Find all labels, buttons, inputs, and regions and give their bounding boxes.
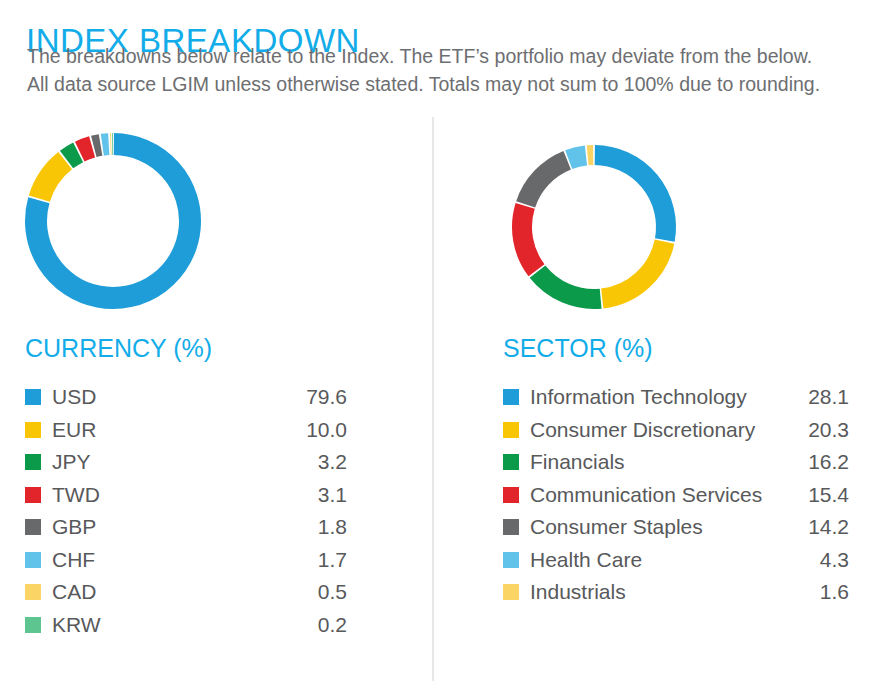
legend-row: Consumer Staples14.2 (503, 511, 849, 544)
legend-label: KRW (52, 613, 318, 637)
legend-swatch-icon (25, 617, 41, 633)
donut-segment-twd (80, 147, 92, 152)
legend-row: USD79.6 (25, 381, 347, 414)
donut-segment-financials (538, 272, 601, 299)
donut-segment-health-care (569, 155, 586, 159)
legend-row: CHF1.7 (25, 544, 347, 577)
column-divider (432, 117, 434, 681)
legend-row: Health Care4.3 (503, 544, 849, 577)
legend-row: CAD0.5 (25, 576, 347, 609)
legend-row: Consumer Discretionary20.3 (503, 414, 849, 447)
legend-row: Financials16.2 (503, 446, 849, 479)
legend-value: 16.2 (808, 450, 849, 474)
legend-swatch-icon (503, 519, 519, 535)
legend-swatch-icon (25, 389, 41, 405)
legend-swatch-icon (25, 454, 41, 470)
legend-label: Information Technology (530, 385, 808, 409)
legend-value: 4.3 (820, 548, 849, 572)
currency-donut-chart (13, 121, 213, 321)
donut-segment-information-technology (595, 155, 666, 240)
sector-donut-chart (494, 127, 694, 327)
legend-label: CAD (52, 580, 318, 604)
legend-label: GBP (52, 515, 318, 539)
legend-swatch-icon (25, 487, 41, 503)
legend-row: GBP1.8 (25, 511, 347, 544)
legend-value: 14.2 (808, 515, 849, 539)
legend-label: USD (52, 385, 306, 409)
donut-segment-gbp (94, 145, 101, 146)
donut-segment-communication-services (522, 206, 537, 270)
legend-value: 15.4 (808, 483, 849, 507)
legend-swatch-icon (25, 422, 41, 438)
legend-value: 0.2 (318, 613, 347, 637)
legend-label: Consumer Staples (530, 515, 808, 539)
legend-label: Consumer Discretionary (530, 418, 808, 442)
legend-label: Health Care (530, 548, 820, 572)
legend-label: TWD (52, 483, 318, 507)
donut-segment-jpy (67, 152, 79, 159)
legend-value: 20.3 (808, 418, 849, 442)
legend-value: 3.1 (318, 483, 347, 507)
sector-section-title: SECTOR (%) (503, 334, 653, 362)
legend-swatch-icon (503, 487, 519, 503)
legend-label: Financials (530, 450, 808, 474)
legend-label: Industrials (530, 580, 820, 604)
donut-segment-chf (102, 144, 108, 145)
legend-value: 0.5 (318, 580, 347, 604)
legend-swatch-icon (25, 584, 41, 600)
legend-label: EUR (52, 418, 306, 442)
legend-value: 3.2 (318, 450, 347, 474)
legend-row: Communication Services15.4 (503, 479, 849, 512)
legend-row: EUR10.0 (25, 414, 347, 447)
legend-value: 1.8 (318, 515, 347, 539)
subtitle-line-2: All data source LGIM unless otherwise st… (27, 71, 820, 99)
legend-swatch-icon (25, 519, 41, 535)
legend-value: 79.6 (306, 385, 347, 409)
legend-value: 1.6 (820, 580, 849, 604)
legend-row: KRW0.2 (25, 609, 347, 642)
legend-value: 1.7 (318, 548, 347, 572)
subtitle-line-1: The breakdowns below relate to the Index… (27, 43, 820, 71)
currency-section-title: CURRENCY (%) (25, 334, 212, 362)
legend-label: CHF (52, 548, 318, 572)
donut-segment-consumer-discretionary (602, 242, 664, 299)
legend-swatch-icon (25, 552, 41, 568)
legend-swatch-icon (503, 422, 519, 438)
sector-legend: Information Technology28.1Consumer Discr… (503, 381, 849, 609)
legend-row: Information Technology28.1 (503, 381, 849, 414)
legend-swatch-icon (503, 389, 519, 405)
donut-segment-eur (39, 161, 65, 199)
legend-row: Industrials1.6 (503, 576, 849, 609)
legend-label: Communication Services (530, 483, 808, 507)
legend-swatch-icon (503, 454, 519, 470)
donut-segment-consumer-staples (526, 160, 568, 204)
legend-row: JPY3.2 (25, 446, 347, 479)
legend-label: JPY (52, 450, 318, 474)
legend-value: 10.0 (306, 418, 347, 442)
currency-legend: USD79.6EUR10.0JPY3.2TWD3.1GBP1.8CHF1.7CA… (25, 381, 347, 641)
legend-value: 28.1 (808, 385, 849, 409)
page-subtitle: The breakdowns below relate to the Index… (27, 43, 820, 98)
index-breakdown-section: INDEX BREAKDOWN The breakdowns below rel… (0, 0, 890, 681)
legend-row: TWD3.1 (25, 479, 347, 512)
legend-swatch-icon (503, 552, 519, 568)
legend-swatch-icon (503, 584, 519, 600)
